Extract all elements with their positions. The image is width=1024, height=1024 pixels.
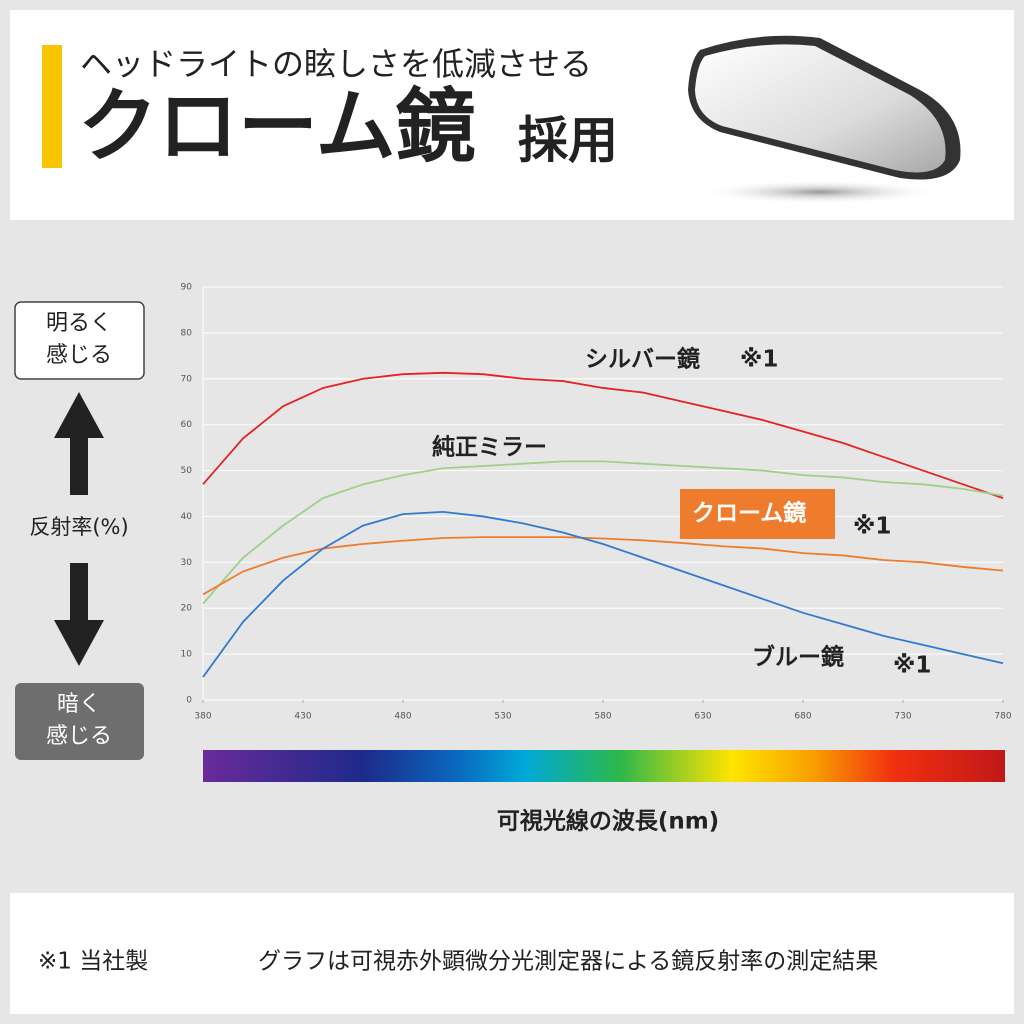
- y-tick-label: 0: [186, 696, 192, 706]
- footnote: ※1 当社製: [38, 949, 148, 975]
- y-tick-label: 80: [181, 328, 193, 338]
- axis-label: 反射率(%): [29, 515, 128, 539]
- arrow-up: [54, 392, 104, 495]
- y-tick-label: 20: [181, 604, 193, 614]
- dark-label: 感じる: [46, 724, 112, 749]
- x-tick-label: 730: [894, 712, 911, 722]
- footer-panel: [10, 893, 1014, 1014]
- dark-box: [15, 683, 144, 760]
- x-tick-label: 530: [494, 712, 511, 722]
- x-tick-label: 480: [394, 712, 411, 722]
- title: クローム鏡: [78, 80, 476, 173]
- legend-box: [680, 489, 835, 539]
- y-tick-label: 30: [181, 558, 193, 568]
- dark-label: 暗く: [57, 692, 101, 717]
- x-tick-label: 630: [694, 712, 711, 722]
- legend-label: 純正ミラー: [432, 434, 547, 461]
- legend-label: シルバー鏡: [585, 346, 700, 373]
- x-tick-label: 780: [994, 712, 1011, 722]
- arrow-down: [54, 563, 104, 666]
- x-tick-label: 380: [194, 712, 211, 722]
- accent-bar: [42, 45, 62, 168]
- x-tick-label: 430: [294, 712, 311, 722]
- mirror-glass: [695, 44, 946, 173]
- line-series: [202, 460, 1004, 605]
- x-tick-label: 580: [594, 712, 611, 722]
- y-tick-label: 10: [181, 650, 193, 660]
- legend-note: ※1: [740, 347, 778, 373]
- legend-label: クローム鏡: [692, 500, 806, 527]
- bright-box: [14, 301, 145, 380]
- footer-description: グラフは可視赤外顕微分光測定器による鏡反射率の測定結果: [258, 949, 878, 975]
- x-tick-label: 680: [794, 712, 811, 722]
- y-tick-label: 50: [181, 466, 193, 476]
- mirror-shadow: [700, 180, 940, 204]
- line-series: [202, 510, 1004, 678]
- subtitle: ヘッドライトの眩しさを低減させる: [80, 45, 592, 83]
- y-tick-label: 70: [181, 374, 193, 384]
- bright-label: 明るく: [46, 311, 112, 336]
- line-series: [202, 371, 1004, 499]
- bright-label: 感じる: [46, 343, 112, 368]
- spectrum-bar: [203, 750, 1005, 782]
- x-axis-title: 可視光線の波長(nm): [497, 808, 719, 835]
- y-tick-label: 90: [181, 283, 193, 293]
- legend-label: ブルー鏡: [752, 644, 844, 671]
- line-series: [202, 536, 1004, 596]
- title-suffix: 採用: [518, 112, 618, 170]
- y-tick-label: 60: [181, 420, 193, 430]
- legend-note: ※1: [853, 514, 891, 540]
- y-tick-label: 40: [181, 512, 193, 522]
- legend-note: ※1: [893, 653, 931, 679]
